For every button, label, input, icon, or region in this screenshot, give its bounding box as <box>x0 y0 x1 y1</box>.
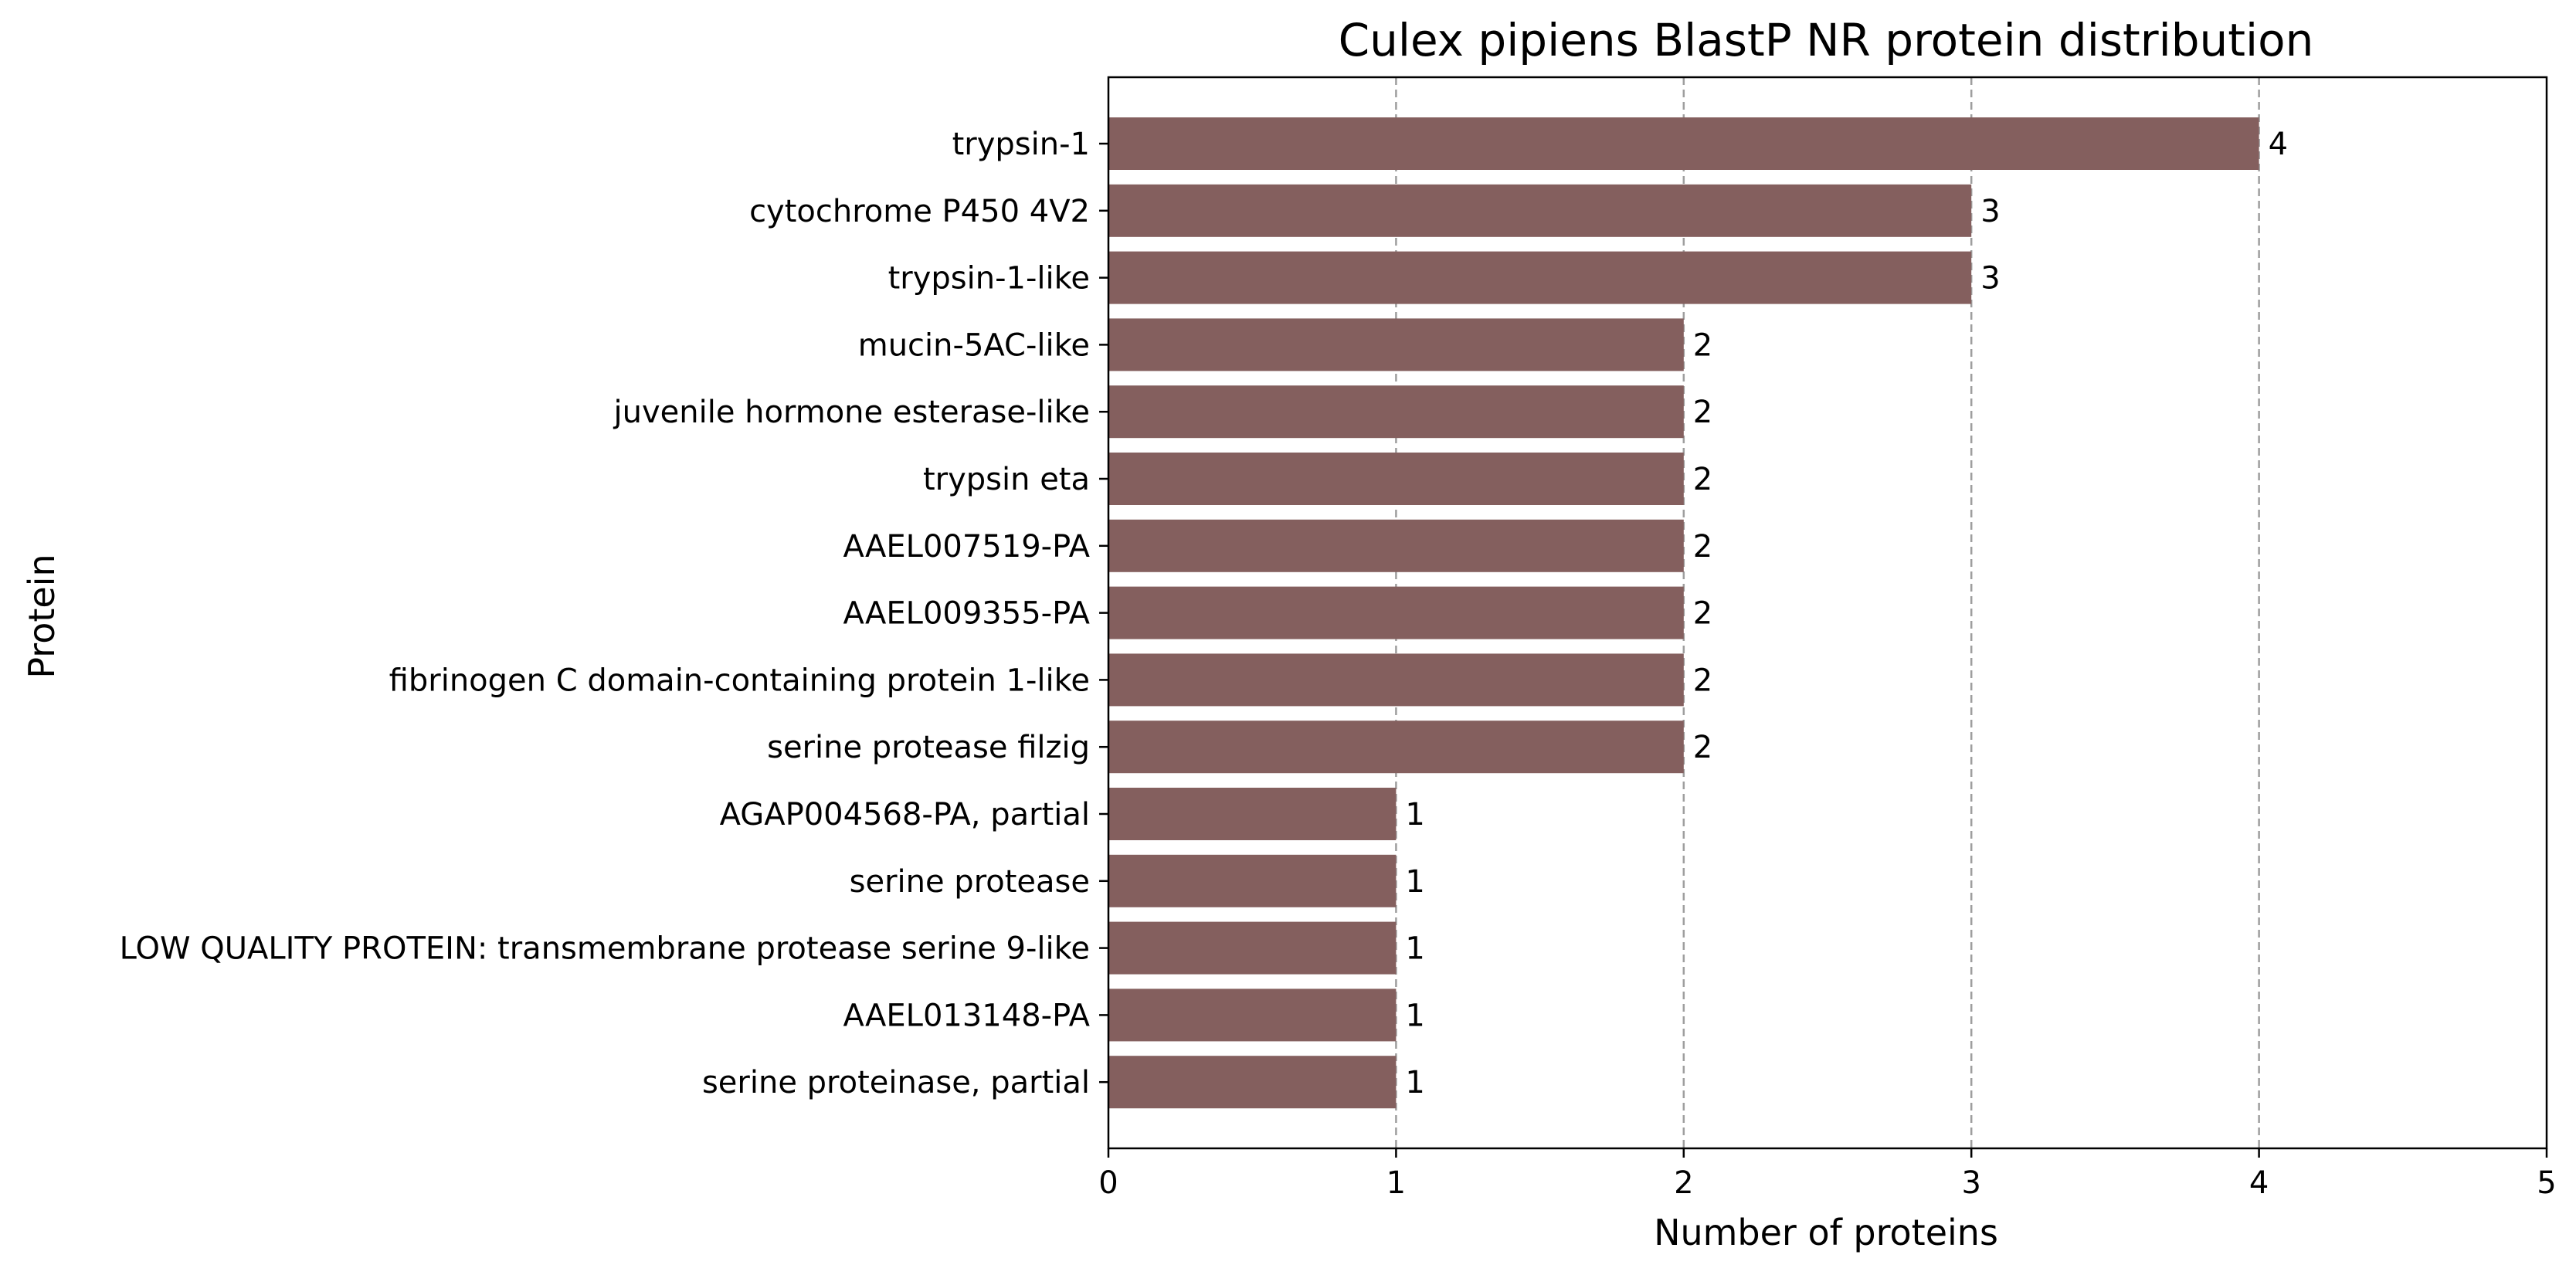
data-label: 2 <box>1693 529 1712 565</box>
data-label: 1 <box>1405 864 1424 900</box>
x-tick-label: 0 <box>1098 1165 1118 1201</box>
y-tick-label: serine protease filzig <box>767 730 1090 765</box>
bar <box>1108 586 1684 639</box>
data-label: 2 <box>1693 596 1712 632</box>
axes <box>1099 76 2548 1158</box>
data-label: 4 <box>2269 127 2288 162</box>
y-tick-label: juvenile hormone esterase-like <box>613 395 1090 430</box>
data-label: 2 <box>1693 395 1712 430</box>
plot-frame <box>1107 76 2548 1150</box>
y-tick-label: trypsin-1 <box>952 127 1090 162</box>
y-tick-label: fibrinogen C domain-containing protein 1… <box>389 663 1090 698</box>
y-tick-label: cytochrome P450 4V2 <box>749 194 1090 229</box>
data-label: 1 <box>1405 998 1424 1033</box>
x-tick-label: 5 <box>2537 1165 2556 1201</box>
y-tick-label: AAEL007519-PA <box>843 529 1091 565</box>
bar <box>1108 251 1972 304</box>
bar <box>1108 385 1684 439</box>
bars <box>1108 117 2259 1109</box>
bar <box>1108 788 1397 840</box>
y-tick-label: AGAP004568-PA, partial <box>720 797 1090 832</box>
y-tick-label: AAEL009355-PA <box>843 596 1091 632</box>
x-tick-label: 3 <box>1961 1165 1980 1201</box>
bar <box>1108 1056 1397 1109</box>
bar <box>1108 184 1972 237</box>
y-tick-label: AAEL013148-PA <box>843 998 1091 1033</box>
data-label: 2 <box>1693 327 1712 363</box>
y-axis-title: Protein <box>21 554 63 678</box>
data-label: 2 <box>1693 462 1712 497</box>
y-tick-label: trypsin-1-like <box>888 261 1090 297</box>
x-axis-title: Number of proteins <box>1654 1212 1998 1253</box>
bar <box>1108 653 1684 707</box>
chart-title: Culex pipiens BlastP NR protein distribu… <box>1339 14 2314 66</box>
data-label: 2 <box>1693 730 1712 765</box>
x-tick-label: 2 <box>1674 1165 1693 1201</box>
y-tick-label: serine protease <box>850 864 1090 900</box>
bar <box>1108 988 1397 1042</box>
data-label: 3 <box>1980 261 2000 297</box>
bar <box>1108 721 1684 774</box>
bar <box>1108 854 1397 907</box>
bar <box>1108 453 1684 505</box>
data-label: 2 <box>1693 663 1712 698</box>
y-tick-label: LOW QUALITY PROTEIN: transmembrane prote… <box>120 931 1090 967</box>
data-label: 1 <box>1405 1065 1424 1100</box>
labels: trypsin-1 4 cytochrome P450 4V2 3 trypsin-1-… <box>120 127 2557 1201</box>
bar <box>1108 117 2259 170</box>
y-tick-label: serine proteinase, partial <box>702 1065 1090 1100</box>
data-label: 3 <box>1980 194 2000 229</box>
bar <box>1108 921 1397 975</box>
x-tick-label: 1 <box>1386 1165 1406 1201</box>
y-tick-label: mucin-5AC-like <box>858 327 1090 363</box>
data-label: 1 <box>1405 931 1424 967</box>
bar <box>1108 519 1684 572</box>
data-label: 1 <box>1405 797 1424 832</box>
x-tick-label: 4 <box>2249 1165 2269 1201</box>
bar <box>1108 318 1684 371</box>
y-tick-label: trypsin eta <box>923 462 1090 497</box>
